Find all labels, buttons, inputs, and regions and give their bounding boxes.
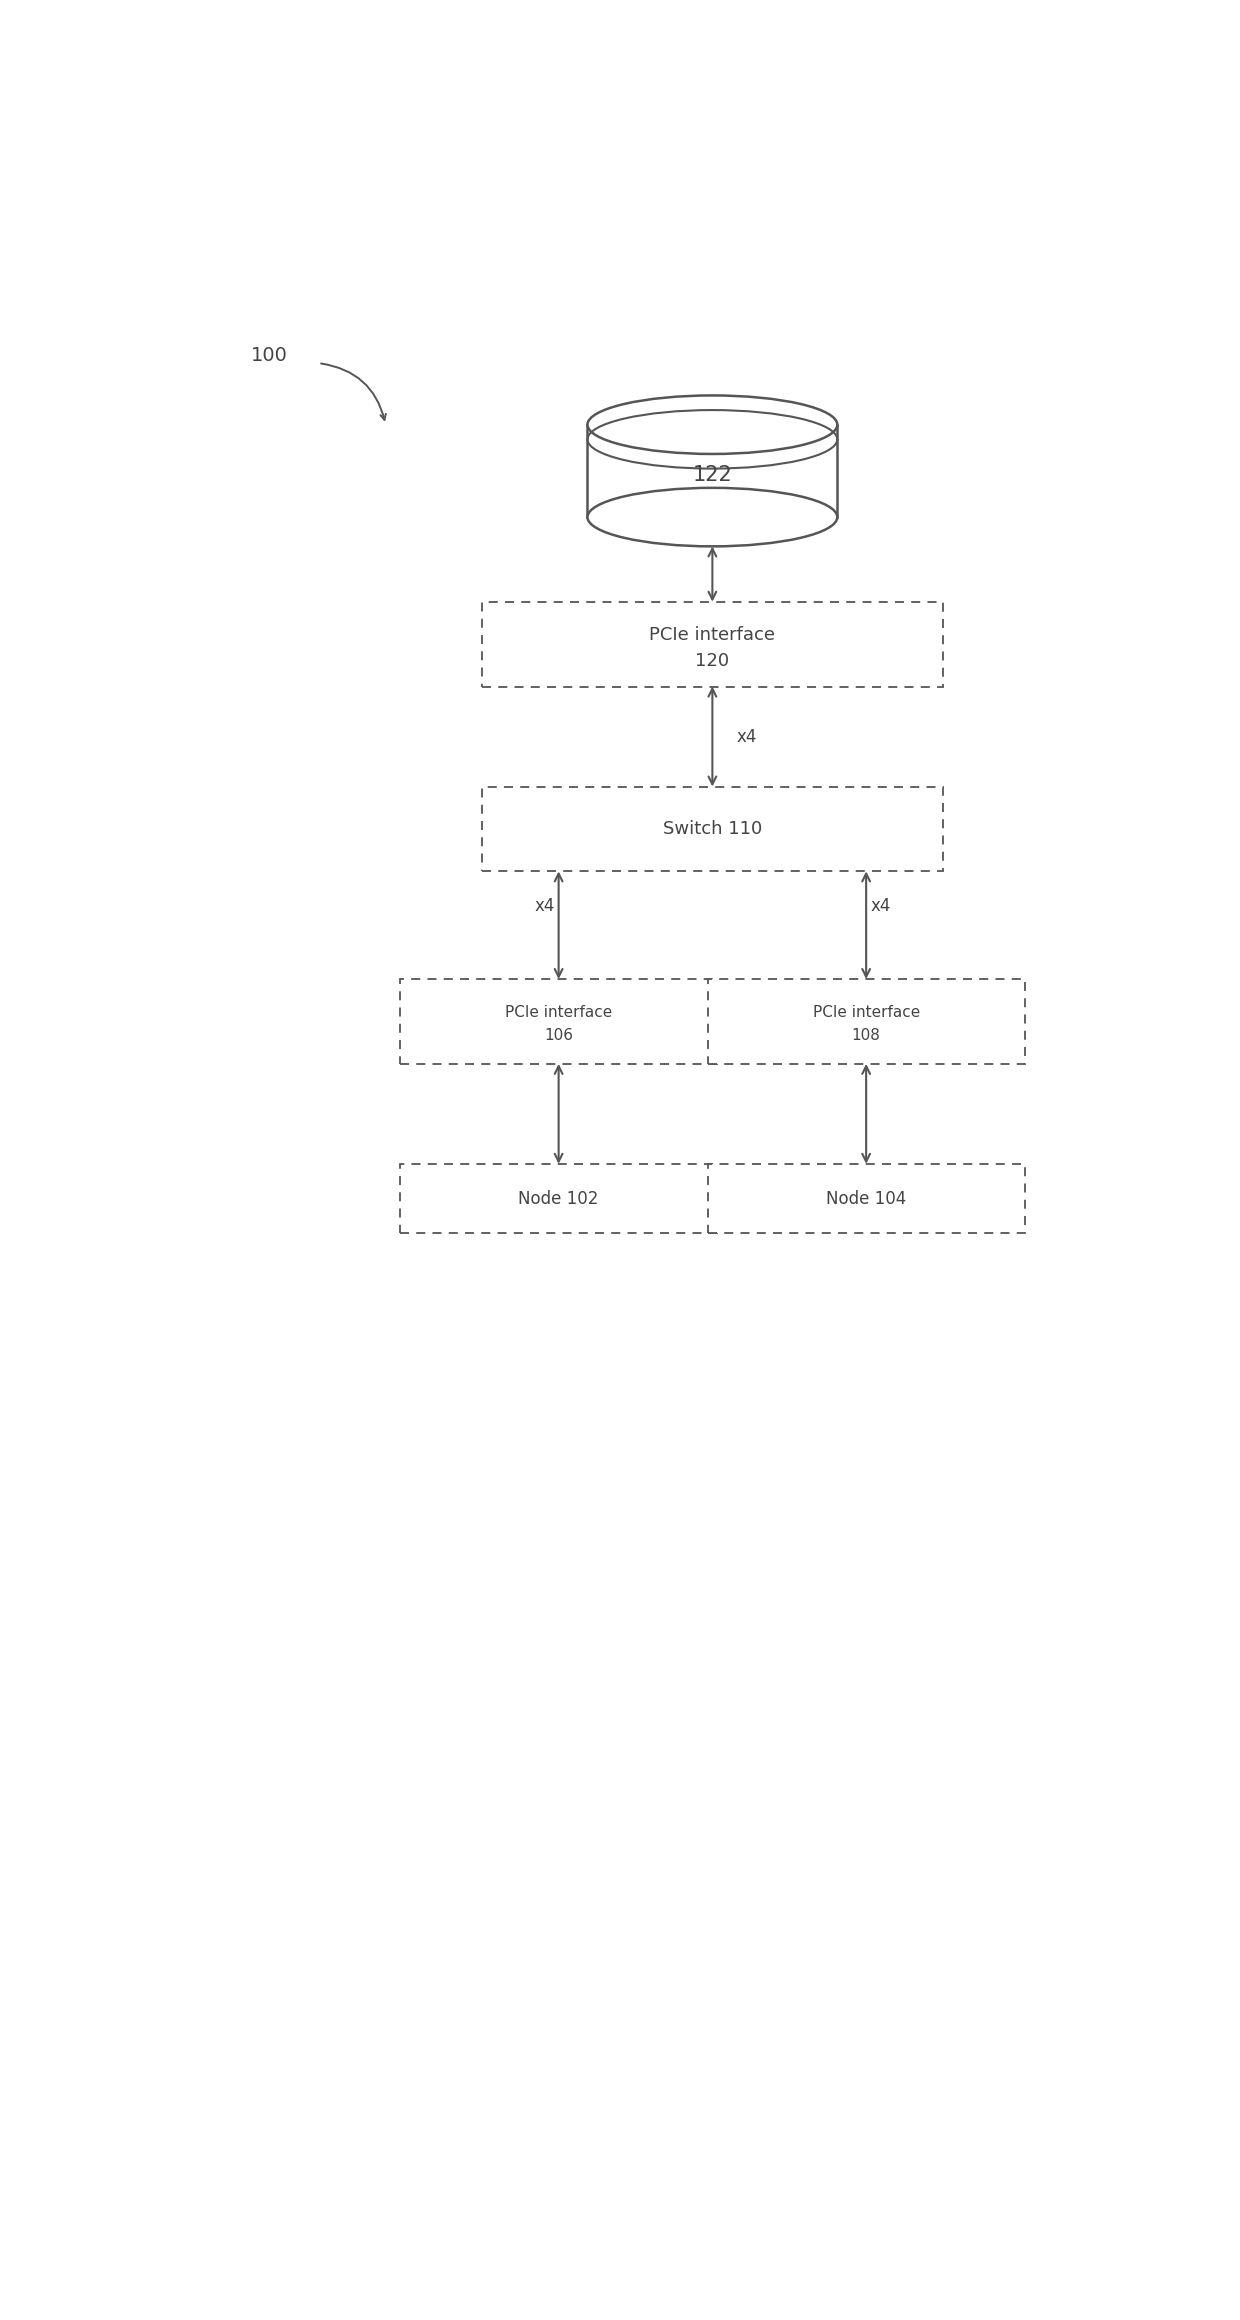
Bar xyxy=(588,425,837,517)
Text: x4: x4 xyxy=(737,728,756,745)
Text: Node 102: Node 102 xyxy=(518,1190,599,1206)
FancyBboxPatch shape xyxy=(481,786,942,872)
FancyBboxPatch shape xyxy=(401,979,717,1065)
Text: PCIe interface: PCIe interface xyxy=(812,1005,920,1021)
Text: PCIe interface: PCIe interface xyxy=(650,626,775,645)
Text: 108: 108 xyxy=(852,1028,880,1042)
Text: 106: 106 xyxy=(544,1028,573,1042)
Text: 120: 120 xyxy=(696,652,729,670)
Text: Node 104: Node 104 xyxy=(826,1190,906,1206)
Text: x4: x4 xyxy=(534,898,554,914)
Text: PCIe interface: PCIe interface xyxy=(505,1005,613,1021)
Ellipse shape xyxy=(588,487,837,545)
Text: x4: x4 xyxy=(870,898,890,914)
Text: 122: 122 xyxy=(692,464,733,485)
FancyBboxPatch shape xyxy=(708,1165,1024,1234)
FancyBboxPatch shape xyxy=(481,601,942,687)
Text: 100: 100 xyxy=(250,346,288,364)
Ellipse shape xyxy=(588,394,837,455)
FancyBboxPatch shape xyxy=(708,979,1024,1065)
Text: Switch 110: Switch 110 xyxy=(662,819,763,838)
FancyBboxPatch shape xyxy=(401,1165,717,1234)
